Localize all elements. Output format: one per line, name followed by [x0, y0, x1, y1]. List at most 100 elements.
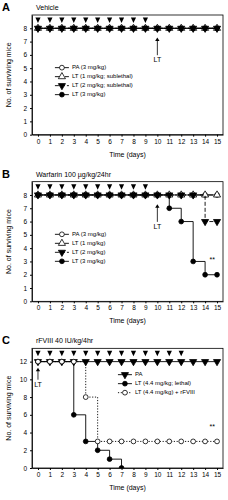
- x-tick: 3: [72, 135, 76, 145]
- series-point: [142, 193, 149, 199]
- y-axis-line: [32, 182, 33, 302]
- y-tick: 4: [23, 78, 32, 85]
- series-point: [178, 193, 185, 199]
- dose-marker: [47, 184, 52, 190]
- series-point: [130, 24, 137, 30]
- x-tick: 6: [108, 468, 112, 478]
- y-tick-label: 1: [23, 285, 27, 292]
- series-point: [83, 439, 88, 444]
- y-tick: 2: [23, 447, 32, 454]
- legend-entry: PA (3 mg/kg): [55, 64, 106, 70]
- annotation: LT: [154, 56, 162, 63]
- dose-marker: [71, 184, 76, 190]
- legend-entry: PA: [118, 371, 143, 379]
- x-tick-label: 15: [214, 471, 222, 478]
- x-tick-mark: [205, 301, 206, 303]
- x-tick-label: 7: [120, 304, 124, 311]
- series-point: [36, 26, 41, 31]
- series-point: [155, 439, 160, 444]
- series-point: [202, 26, 209, 32]
- series-point: [142, 26, 149, 32]
- x-tick-label: 2: [61, 471, 65, 478]
- legend-marker: [60, 232, 65, 237]
- legend-entry: LT (4.4 mg/kg; lethal): [118, 380, 191, 386]
- series-point: [142, 24, 149, 30]
- x-axis: 0123456789101112131415: [33, 135, 224, 145]
- series-point: [71, 26, 76, 31]
- x-tick: 10: [154, 301, 162, 311]
- y-tick: 6: [23, 411, 32, 418]
- series-point: [59, 359, 64, 364]
- y-tick-mark: [30, 468, 32, 469]
- series-point: [48, 26, 53, 31]
- series-point: [36, 359, 41, 364]
- legend-entry: LT (1 mg/kg; sublethal): [55, 73, 133, 80]
- x-tick: 0: [37, 468, 41, 478]
- dose-marker: [155, 351, 160, 357]
- series-point: [155, 26, 160, 31]
- series-point: [48, 193, 53, 198]
- legend-entry: LT (2 mg/kg): [55, 249, 105, 257]
- annotation: **: [210, 256, 216, 263]
- y-tick: 6: [23, 218, 32, 225]
- y-tick-label: 6: [23, 51, 27, 58]
- series-point: [94, 26, 101, 32]
- x-tick: 8: [132, 468, 136, 478]
- plot-area: [34, 18, 220, 33]
- series-point: [95, 193, 100, 198]
- series-point: [106, 360, 113, 366]
- series-line: [38, 28, 217, 29]
- series-point: [71, 193, 76, 198]
- dose-marker: [107, 18, 112, 24]
- x-tick-mark: [86, 301, 87, 303]
- series-point: [46, 26, 53, 32]
- x-tick: 14: [202, 301, 210, 311]
- plot-frame: [32, 348, 223, 468]
- y-tick-label: 7: [23, 38, 27, 45]
- x-tick-label: 9: [144, 304, 148, 311]
- dose-marker: [119, 18, 124, 24]
- series-point: [202, 219, 209, 225]
- x-axis-title: Time (days): [109, 317, 146, 325]
- x-tick-label: 9: [144, 471, 148, 478]
- series-point: [34, 193, 41, 199]
- y-tick-label: 6: [23, 218, 27, 225]
- series-point: [70, 193, 77, 199]
- x-tick: 13: [190, 468, 198, 478]
- y-tick-mark: [30, 275, 32, 276]
- panel-label: B: [2, 168, 10, 180]
- x-tick-label: 6: [108, 471, 112, 478]
- series-point: [107, 439, 112, 444]
- y-tick-mark: [30, 288, 32, 289]
- series-line: [38, 28, 217, 29]
- series-point: [179, 26, 184, 31]
- series-point: [48, 193, 53, 198]
- x-tick-mark: [62, 135, 63, 137]
- y-tick-label: 2: [23, 271, 27, 278]
- x-tick-mark: [98, 468, 99, 470]
- legend: PA (3 mg/kg)LT (1 mg/kg; sublethal)LT (2…: [55, 64, 133, 97]
- x-tick-label: 13: [190, 138, 198, 145]
- y-tick-mark: [30, 55, 32, 56]
- y-tick: 10: [20, 376, 32, 383]
- annotation: **: [210, 423, 216, 430]
- x-tick: 1: [49, 135, 53, 145]
- series-point: [70, 24, 77, 30]
- y-tick-mark: [30, 261, 32, 262]
- x-tick: 2: [61, 468, 65, 478]
- series-point: [154, 191, 161, 197]
- panel-label: C: [2, 334, 10, 346]
- x-tick-label: 15: [214, 304, 222, 311]
- series-point: [155, 193, 160, 198]
- x-tick-label: 11: [166, 138, 173, 145]
- legend-label: PA (3 mg/kg): [72, 231, 106, 237]
- legend-entry: PA (3 mg/kg): [55, 231, 106, 237]
- x-tick-mark: [62, 468, 63, 470]
- x-tick-label: 4: [84, 471, 88, 478]
- x-tick-label: 13: [190, 471, 198, 478]
- x-tick: 2: [61, 135, 65, 145]
- x-tick-mark: [74, 135, 75, 137]
- x-tick-mark: [169, 301, 170, 303]
- annotation: LT: [34, 381, 42, 388]
- annotation-arrow: [157, 206, 158, 222]
